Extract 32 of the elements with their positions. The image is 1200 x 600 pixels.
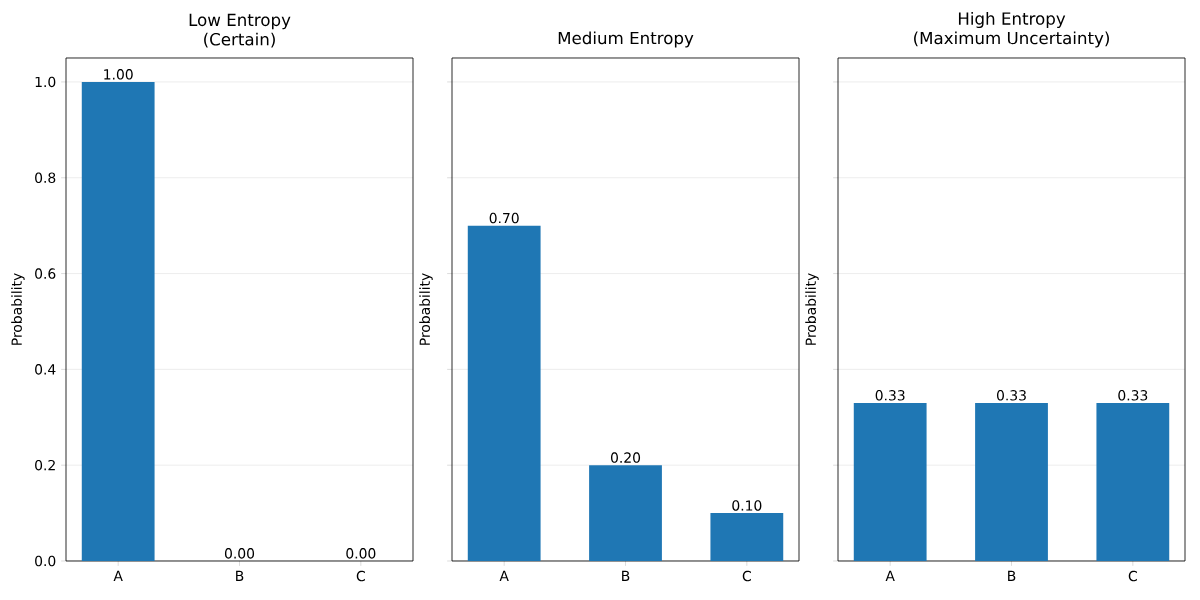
chart-title: Low Entropy (189, 13, 291, 30)
chart-subtitle: (Maximum Uncertainty) (914, 31, 1109, 48)
data-label: 0.00 (346, 548, 376, 559)
x-tick-label: B (622, 570, 630, 581)
y-tick-label: 0.0 (35, 555, 56, 567)
y-tick-label: 0.4 (35, 364, 56, 375)
data-label: 0.70 (489, 212, 519, 224)
y-tick-label: 0.2 (35, 459, 55, 471)
x-tick-label: A (113, 570, 123, 581)
data-label: 1.00 (104, 69, 133, 80)
data-label: 0.20 (610, 452, 641, 463)
x-tick-label: C (742, 570, 751, 582)
y-tick-label: 0.8 (35, 172, 56, 184)
data-label: 0.33 (875, 390, 905, 401)
y-axis-title: Probability (11, 273, 25, 345)
x-tick-label: B (1008, 570, 1016, 581)
chart-subtitle: (Certain) (204, 32, 275, 48)
y-axis-title: Probability (419, 273, 433, 345)
data-label: 0.33 (1118, 390, 1148, 401)
x-tick-label: B (236, 570, 244, 581)
y-axis-title: Probability (805, 273, 819, 345)
chart-title: High Entropy (958, 11, 1066, 29)
x-tick-label: A (885, 570, 895, 581)
x-tick-label: C (1128, 570, 1137, 582)
data-label: 0.00 (224, 548, 255, 559)
data-label: 0.33 (996, 390, 1026, 401)
x-tick-label: C (356, 570, 365, 582)
chart-title: Medium Entropy (558, 31, 694, 48)
x-tick-label: A (499, 570, 509, 581)
y-tick-label: 1.0 (35, 76, 56, 88)
data-label: 0.10 (732, 500, 762, 511)
y-tick-label: 0.6 (35, 268, 56, 279)
